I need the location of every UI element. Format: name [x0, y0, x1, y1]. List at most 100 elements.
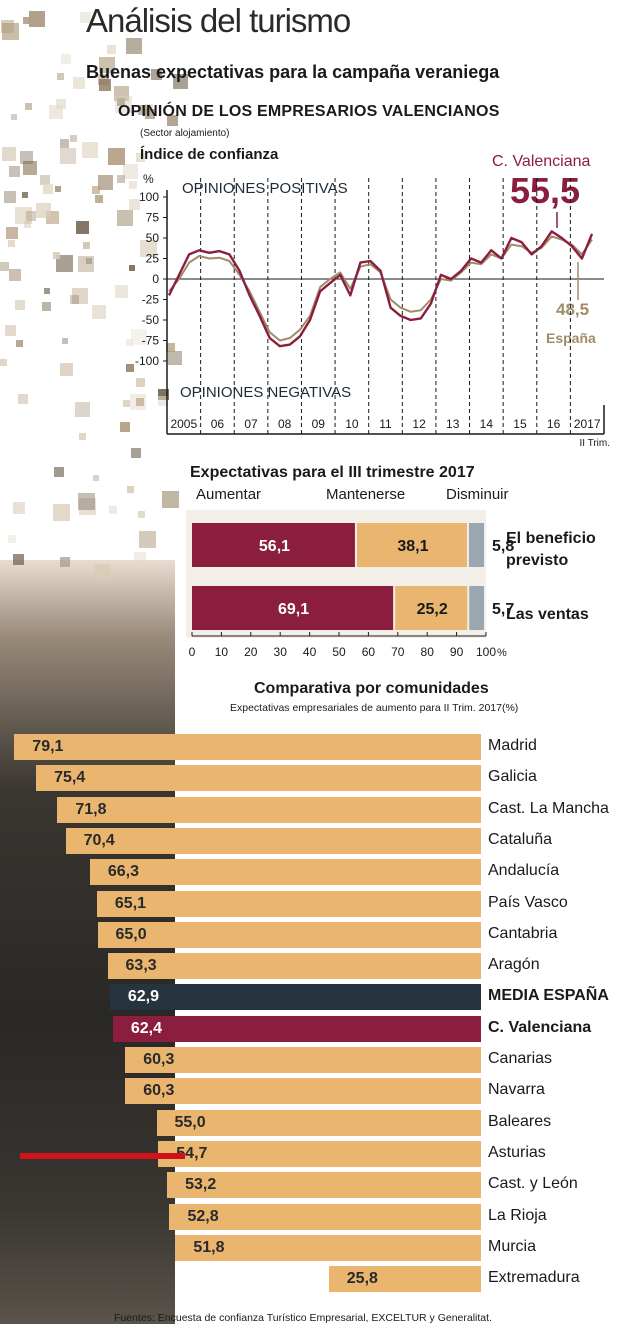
- region-bar: 60,3: [125, 1078, 481, 1105]
- mosaic-tile: [130, 394, 146, 410]
- mosaic-tile: [136, 378, 145, 387]
- mosaic-tile: [61, 54, 71, 64]
- stacked-chart-background: [186, 510, 486, 638]
- region-bar-value: 60,3: [143, 1082, 175, 1100]
- mosaic-tile: [168, 351, 182, 365]
- region-label: C. Valenciana: [488, 1018, 592, 1036]
- y-tick-label: -50: [142, 313, 160, 327]
- segment-disminuir: [468, 523, 484, 567]
- line-chart-subtitle: (Sector alojamiento): [140, 128, 230, 139]
- region-label: Cantabria: [488, 924, 558, 942]
- x-tick-label: 11: [379, 417, 392, 431]
- mosaic-tile: [9, 269, 21, 281]
- mosaic-tile: [56, 255, 73, 272]
- region-label: Galicia: [488, 768, 537, 786]
- segment-mantenerse: [356, 523, 467, 567]
- source-note: Fuentes: Encuesta de confianza Turístico…: [114, 1312, 492, 1324]
- mosaic-tile: [29, 11, 45, 27]
- row-label-ventas: Las ventas: [506, 606, 589, 623]
- stacked-x-tick-label: 100: [476, 645, 496, 659]
- mosaic-tile: [93, 475, 99, 481]
- mosaic-tile: [24, 221, 31, 228]
- region-label: Murcia: [488, 1237, 537, 1255]
- mosaic-tile: [158, 389, 169, 400]
- mosaic-tile: [22, 192, 28, 198]
- mosaic-tile: [5, 325, 16, 336]
- x-tick-label: 12: [412, 417, 426, 431]
- mosaic-tile: [2, 23, 19, 40]
- mosaic-tile: [127, 486, 134, 493]
- region-bar: 54,7: [158, 1140, 481, 1167]
- region-bar: 66,3: [89, 859, 481, 886]
- mosaic-tile: [117, 98, 125, 106]
- y-tick-label: -100: [135, 354, 159, 368]
- region-label: Cast. y León: [488, 1175, 578, 1193]
- segment-aumentar: [192, 586, 394, 630]
- mosaic-tile: [95, 564, 111, 580]
- y-unit-label: %: [143, 172, 154, 186]
- segment-mantenerse: [395, 586, 468, 630]
- mosaic-tile: [42, 302, 51, 311]
- mosaic-tile: [129, 181, 137, 189]
- mosaic-tile: [98, 175, 113, 190]
- mosaic-tile: [56, 99, 66, 109]
- mosaic-tile: [136, 398, 144, 406]
- mosaic-tile: [86, 258, 92, 264]
- mosaic-tile: [8, 535, 16, 543]
- line-chart-title: OPINIÓN DE LOS EMPRESARIOS VALENCIANOS: [118, 103, 500, 120]
- mosaic-tile: [60, 363, 73, 376]
- region-bar-value: 65,1: [114, 894, 147, 912]
- region-bar: 53,2: [167, 1172, 481, 1199]
- mosaic-tile: [140, 240, 157, 257]
- region-bar: 51,8: [175, 1234, 481, 1261]
- mosaic-tile: [123, 400, 130, 407]
- region-bar-value: 65,0: [115, 925, 147, 943]
- mosaic-tile: [13, 554, 24, 565]
- mosaic-tile: [26, 211, 36, 221]
- mosaic-tile: [79, 433, 86, 440]
- mosaic-tile: [53, 504, 70, 521]
- region-label: Canarias: [488, 1050, 553, 1067]
- region-bar: 65,0: [97, 921, 481, 948]
- mosaic-tile: [129, 265, 135, 271]
- region-bar: 70,4: [65, 827, 481, 854]
- mosaic-tile: [126, 339, 133, 346]
- mosaic-tile: [136, 153, 145, 162]
- mosaic-tile: [23, 161, 37, 175]
- mosaic-tile: [166, 343, 175, 352]
- region-bar: 62,4: [112, 1015, 481, 1042]
- stacked-x-tick-label: 80: [421, 645, 435, 659]
- mosaic-tile: [23, 17, 30, 24]
- mosaic-tile: [145, 109, 155, 119]
- segment-value-label: 69,1: [278, 601, 309, 618]
- comparison-chart-subtitle: Expectativas empresariales de aumento pa…: [230, 702, 519, 714]
- mosaic-tile: [99, 79, 111, 91]
- region-bar: 65,1: [96, 890, 481, 917]
- region-label: Andalucía: [488, 862, 560, 880]
- x-tick-label: 16: [547, 417, 561, 431]
- region-bar-value: 55,0: [174, 1113, 206, 1131]
- mosaic-tile: [134, 552, 146, 564]
- mosaic-tile: [6, 227, 18, 239]
- mosaic-tile: [18, 394, 28, 404]
- mosaic-tile: [43, 184, 53, 194]
- mosaic-tile: [92, 186, 100, 194]
- mosaic-tile: [72, 288, 88, 304]
- mosaic-tile: [108, 148, 125, 165]
- region-label: Madrid: [488, 737, 537, 754]
- mosaic-tile: [115, 285, 128, 298]
- stacked-x-tick-label: 60: [362, 645, 376, 659]
- stacked-x-unit: %: [497, 647, 507, 659]
- segment-aumentar: [192, 523, 355, 567]
- mosaic-tile: [138, 105, 148, 115]
- mosaic-tile: [126, 364, 134, 372]
- stacked-x-tick-label: 10: [215, 645, 229, 659]
- region-label: MEDIA ESPAÑA: [488, 987, 609, 1005]
- mosaic-tile: [36, 203, 51, 218]
- region-bar-value: 71,8: [75, 800, 107, 818]
- region-bar-value: 25,8: [346, 1270, 378, 1288]
- mosaic-tile: [15, 207, 32, 224]
- mosaic-tile: [117, 210, 133, 226]
- line-chart: 100 75 50 25 0 -25 -50 -75 -100% 2005 06 07 08 09 10 11…: [135, 172, 610, 449]
- segment-value-label: 56,1: [259, 538, 290, 555]
